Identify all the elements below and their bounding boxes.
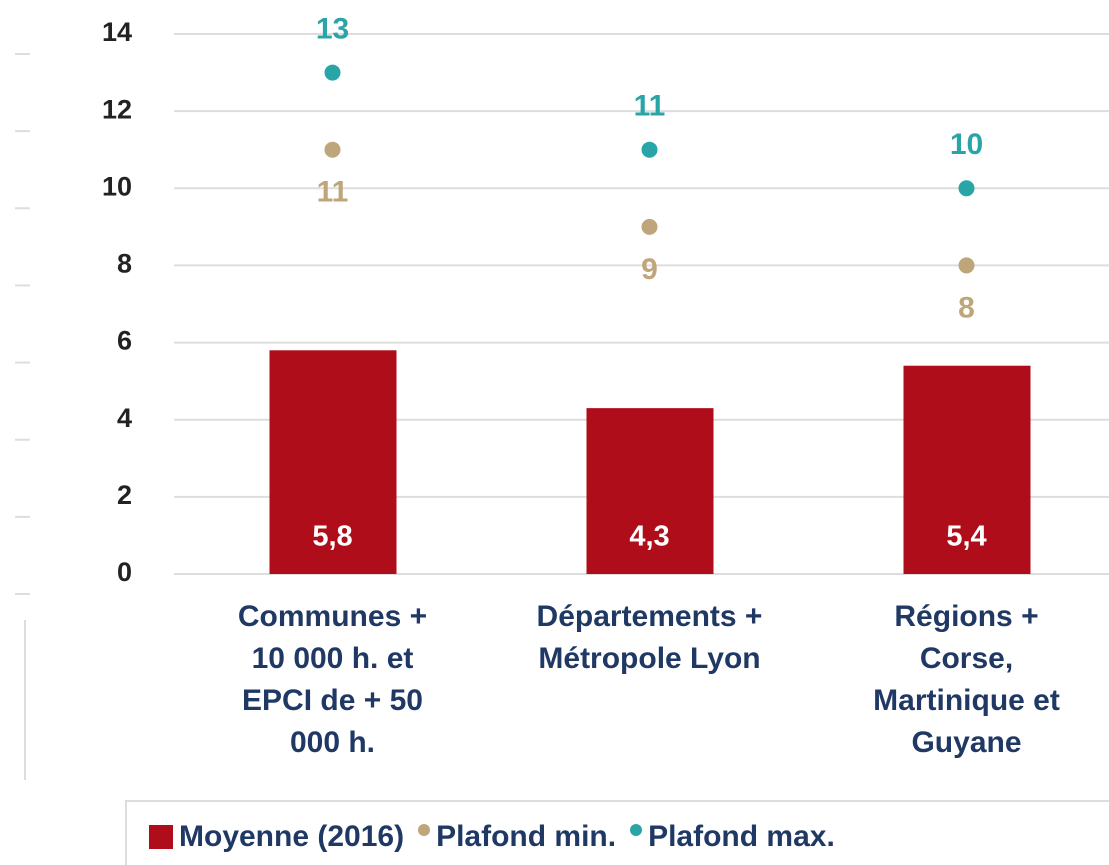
dot xyxy=(641,218,658,235)
dot xyxy=(958,257,975,274)
bar-label: 4,3 xyxy=(629,521,669,553)
x-tick-label: Communes + 10 000 h. et EPCI de + 50 000… xyxy=(237,600,428,759)
y-tick-label: 2 xyxy=(117,480,132,510)
y-tick-label: 14 xyxy=(102,17,132,47)
legend-item: Plafond max. xyxy=(630,820,835,854)
y-tick-label: 12 xyxy=(102,94,132,124)
dot-label: 11 xyxy=(634,90,666,123)
bar xyxy=(903,365,1031,574)
y-tick-label: 10 xyxy=(102,171,132,201)
bar-label: 5,8 xyxy=(312,521,352,553)
dot xyxy=(958,180,975,197)
legend-swatch xyxy=(418,824,431,836)
legend-label: Plafond max. xyxy=(648,820,835,853)
dot xyxy=(324,141,341,158)
dot-label: 9 xyxy=(641,253,658,286)
dot-label: 13 xyxy=(316,12,349,45)
dot xyxy=(641,141,658,158)
y-tick-label: 6 xyxy=(117,326,132,356)
legend-label: Plafond min. xyxy=(436,820,617,853)
y-tick-label: 0 xyxy=(117,557,132,587)
dot-label: 10 xyxy=(950,128,983,161)
legend-label: Moyenne (2016) xyxy=(179,820,405,853)
x-tick-label: Régions + Corse, Martinique et Guyane xyxy=(873,600,1060,759)
bar xyxy=(269,350,397,574)
legend: Moyenne (2016) Plafond min. Plafond max. xyxy=(125,800,1109,865)
y-tick-label: 8 xyxy=(117,249,132,279)
dot-label: 8 xyxy=(958,291,975,324)
y-tick-label: 4 xyxy=(117,403,132,433)
bar xyxy=(586,408,714,574)
bar-label: 5,4 xyxy=(946,521,986,553)
dot xyxy=(324,64,341,81)
legend-item: Moyenne (2016) xyxy=(149,820,404,854)
legend-swatch xyxy=(149,825,173,849)
dot-label: 11 xyxy=(317,176,349,209)
x-tick-label: Départements + Métropole Lyon xyxy=(536,600,763,675)
legend-item: Plafond min. xyxy=(418,820,616,854)
legend-swatch xyxy=(630,824,643,836)
